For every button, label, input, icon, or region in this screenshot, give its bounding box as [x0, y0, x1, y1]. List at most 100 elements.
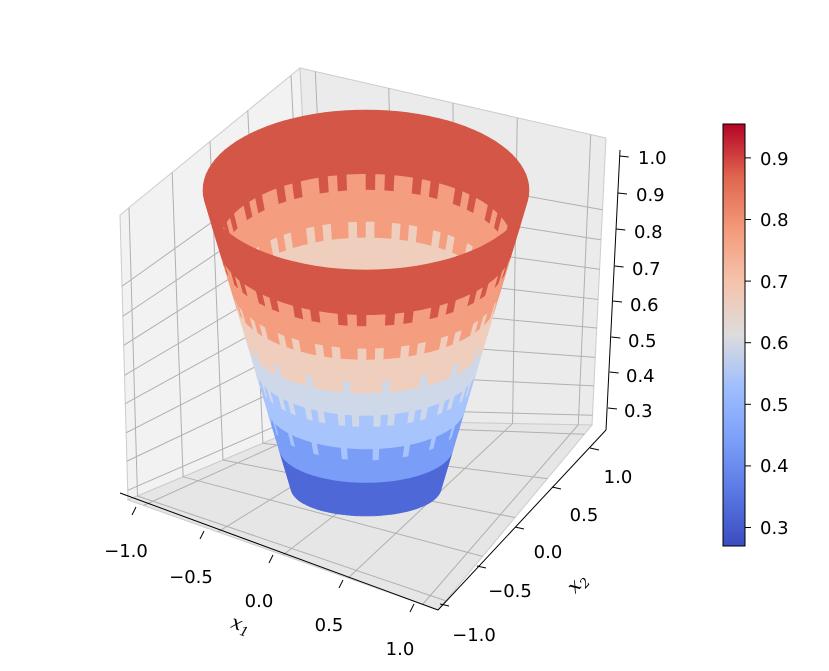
surface-facet-inner: [330, 222, 341, 240]
surface-facet-front: [365, 482, 373, 494]
surface-facet-front: [315, 288, 328, 302]
surface-facet-inner: [399, 223, 410, 241]
surface-facet-inner: [374, 221, 384, 239]
colorbar: 0.3 0.4 0.5 0.6 0.7 0.8 0.9: [722, 123, 789, 547]
colorbar-gradient: [722, 123, 746, 547]
surface-facet-inner: [322, 223, 333, 241]
z-tick-label: 0.9: [636, 185, 665, 206]
surface-facet-inner: [323, 239, 334, 257]
colorbar-tick-label: 0.6: [760, 333, 789, 354]
x1-axis-label: x1: [227, 611, 253, 641]
surface-facet-inner: [395, 127, 408, 145]
surface-facet-inner: [314, 128, 327, 147]
surface-facet-front: [412, 297, 425, 312]
surface-facet-front: [332, 368, 343, 382]
axis-lines: [119, 149, 629, 613]
surface-facet-front: [339, 346, 350, 360]
surface-facet-front: [373, 392, 382, 405]
surface-facet-front: [202, 189, 208, 209]
x1-tick-mark: [268, 554, 274, 564]
surface-facet-front: [384, 447, 392, 460]
surface-facet-inner: [328, 190, 340, 209]
surface-facet-front: [375, 291, 387, 304]
surface-facet-inner: [406, 112, 419, 131]
surface-facet-front: [355, 291, 367, 304]
x2-tick-label: 0.0: [534, 542, 563, 563]
surface-facet-inner: [416, 113, 429, 133]
surface-facet-inner: [365, 221, 376, 238]
surface-facet-inner: [327, 174, 339, 193]
surface-facet-front: [347, 336, 358, 349]
surface-facet-front: [375, 503, 382, 517]
surface-facet-front: [354, 493, 362, 506]
surface-facet-front: [324, 278, 337, 292]
surface-facet-front: [336, 313, 348, 326]
surface-facet-inner: [344, 109, 356, 127]
x2-tick-mark: [551, 486, 562, 490]
surface-facet-front: [359, 448, 367, 461]
surface-facet-front: [323, 266, 336, 281]
surface-facet-inner: [293, 115, 306, 135]
surface-facet-inner: [307, 161, 320, 180]
surface-facet-inner: [412, 161, 425, 180]
grid-line: [137, 495, 446, 602]
surface-facet-inner: [376, 109, 388, 127]
surface-facet-front: [392, 323, 404, 337]
z-tick-mark: [617, 192, 628, 195]
surface-facet-front: [340, 357, 350, 371]
surface-facet-front: [365, 403, 374, 416]
surface-facet-front: [416, 263, 429, 278]
surface-facet-inner: [313, 224, 325, 243]
surface-facet-front: [395, 389, 405, 403]
surface-facet-inner: [383, 189, 395, 208]
x2-axis: −1.0 −0.5 0.0 0.5 1.0 x2: [452, 467, 632, 646]
surface-facet-front: [356, 325, 367, 338]
surface-facet-inner: [345, 157, 357, 175]
surface-facet-front: [340, 369, 351, 382]
surface-facet-inner: [365, 252, 375, 270]
surface-facet-front: [396, 378, 406, 392]
surface-facet-front: [359, 459, 367, 472]
surface-facet-front: [375, 280, 388, 293]
surface-facet-front: [328, 323, 340, 337]
surface-facet-front: [317, 299, 329, 313]
surface-facet-inner: [373, 237, 384, 255]
surface-facet-front: [357, 358, 367, 371]
surface-facet-front: [386, 268, 399, 281]
surface-facet-inner: [318, 175, 330, 194]
surface-facet-front: [343, 402, 352, 416]
surface-facet-front: [349, 369, 359, 383]
surface-facet-front: [336, 301, 348, 315]
surface-facet-front: [345, 436, 354, 449]
surface-facet-inner: [334, 126, 347, 144]
surface-facet-inner: [365, 109, 378, 127]
surface-facet-inner: [395, 142, 407, 161]
surface-facet-inner: [313, 112, 326, 131]
surface-facet-front: [348, 358, 359, 371]
z-tick-mark: [607, 407, 618, 410]
surface-facet-front: [401, 321, 413, 336]
surface-facet-front: [331, 357, 342, 370]
x1-axis-line: [119, 492, 439, 611]
x1-tick-label: −1.0: [104, 541, 148, 562]
surface-facet-front: [353, 470, 361, 483]
surface-facet-front: [365, 493, 372, 506]
surface-facet-front: [355, 303, 367, 316]
surface-facet-front: [398, 355, 409, 369]
colorbar-tick-label: 0.5: [760, 395, 789, 416]
surface-facet-front: [390, 357, 401, 370]
surface-facet-inner: [393, 174, 405, 193]
surface-facet-front: [383, 458, 391, 471]
frustum-surface: [202, 109, 530, 517]
surface-facet-front: [358, 403, 367, 416]
z-tick-label: 0.8: [634, 222, 663, 243]
z-tick-mark: [609, 371, 619, 374]
surface-facet-inner: [333, 110, 346, 128]
surface-facet-inner: [304, 129, 317, 148]
surface-facet-front: [378, 447, 386, 461]
surface-facet-inner: [375, 157, 387, 175]
surface-facet-front: [371, 481, 378, 494]
surface-facet-front: [395, 289, 407, 303]
surface-facet-inner: [317, 159, 329, 178]
surface-facet-front: [371, 448, 380, 461]
